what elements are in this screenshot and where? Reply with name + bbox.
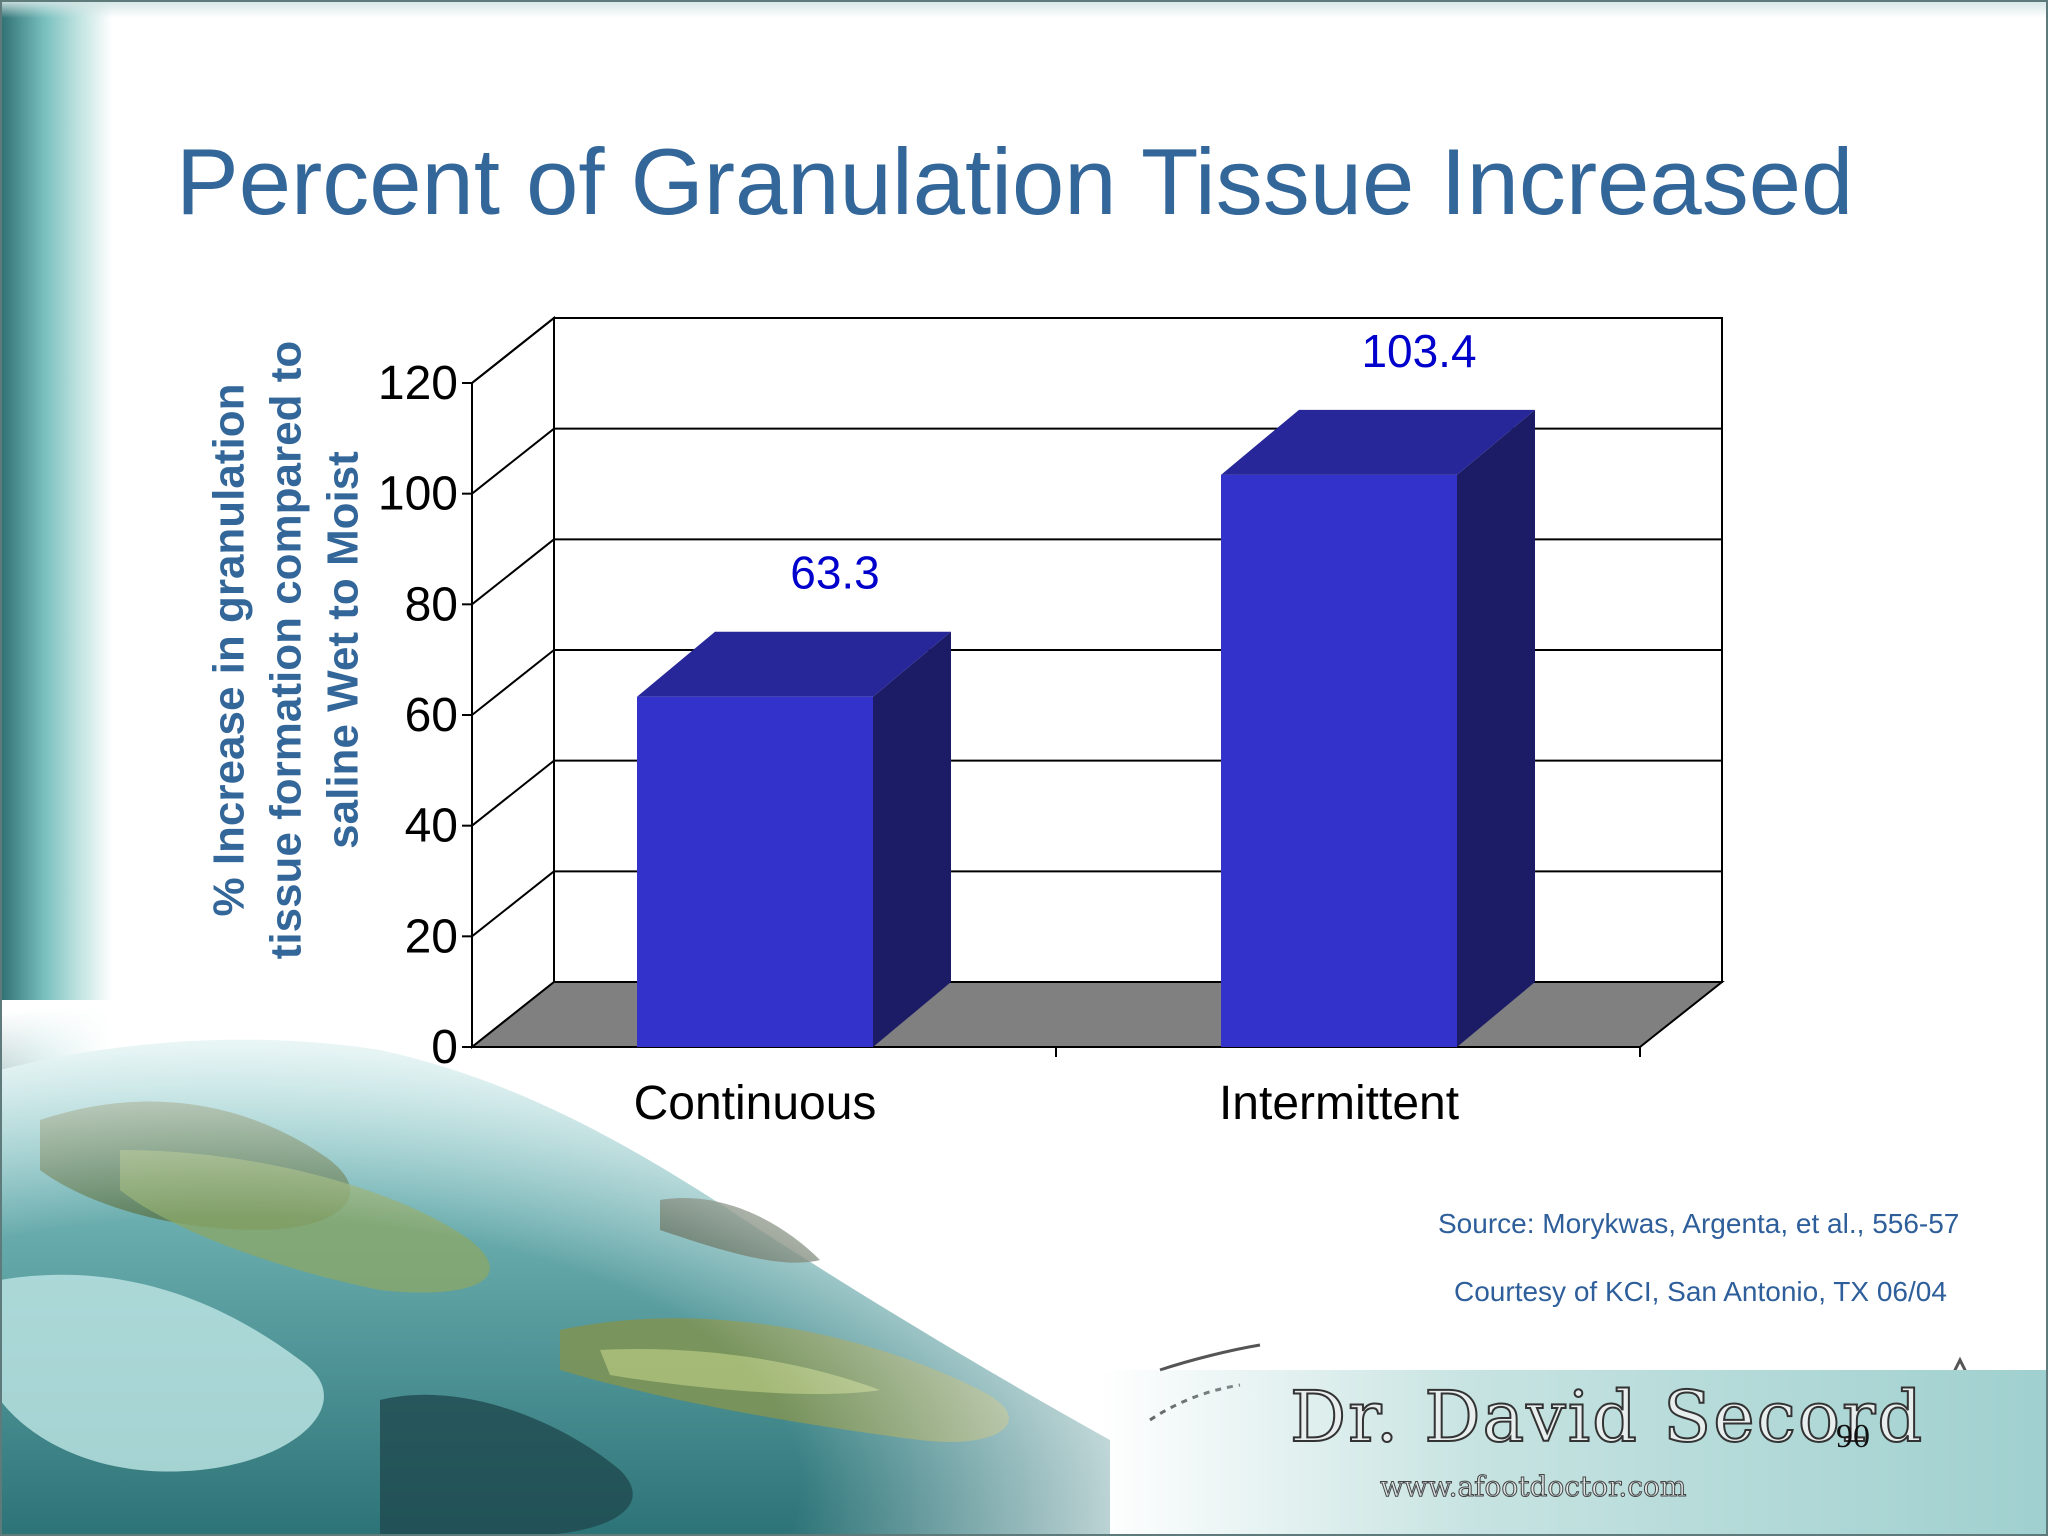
- y-tick-label: 40: [405, 800, 458, 853]
- y-tick-label: 60: [405, 689, 458, 742]
- bar-top: [1221, 409, 1535, 475]
- left-teal-border: [0, 0, 112, 1100]
- gridline-diagonal: [471, 538, 555, 606]
- gridline-diagonal: [471, 427, 555, 495]
- x-tick-label: Intermittent: [1219, 1077, 1459, 1130]
- website-url: www.afootdoctor.com: [1379, 1470, 1687, 1504]
- gridline-diagonal: [471, 870, 555, 938]
- bar: [637, 696, 873, 1047]
- gridline-diagonal: [471, 759, 555, 827]
- data-label: 63.3: [790, 547, 880, 599]
- bar-side: [873, 631, 951, 1047]
- bar: [1221, 474, 1457, 1047]
- top-edge-shading: [0, 0, 2048, 18]
- y-tick-label: 80: [405, 578, 458, 631]
- page-number: 90: [1836, 1418, 1870, 1455]
- bottom-right-teal-band: [1100, 1370, 2048, 1536]
- source-citation: Source: Morykwas, Argenta, et al., 556-5…: [1438, 1208, 1960, 1239]
- data-label: 103.4: [1361, 325, 1476, 377]
- y-tick-label: 100: [378, 468, 458, 521]
- y-tick-label: 20: [405, 910, 458, 963]
- slide-title: Percent of Granulation Tissue Increased: [176, 129, 1854, 234]
- y-tick-label: 0: [431, 1021, 458, 1074]
- y-tick-label: 120: [378, 357, 458, 410]
- bar-side: [1457, 409, 1535, 1047]
- gridline-diagonal: [471, 317, 555, 384]
- x-tick-label: Continuous: [634, 1077, 877, 1130]
- bar-top: [637, 631, 951, 697]
- signature-logo: Dr. David Secord: [1289, 1375, 1925, 1459]
- gridline-diagonal: [471, 649, 555, 716]
- courtesy-note: Courtesy of KCI, San Antonio, TX 06/04: [1454, 1276, 1947, 1307]
